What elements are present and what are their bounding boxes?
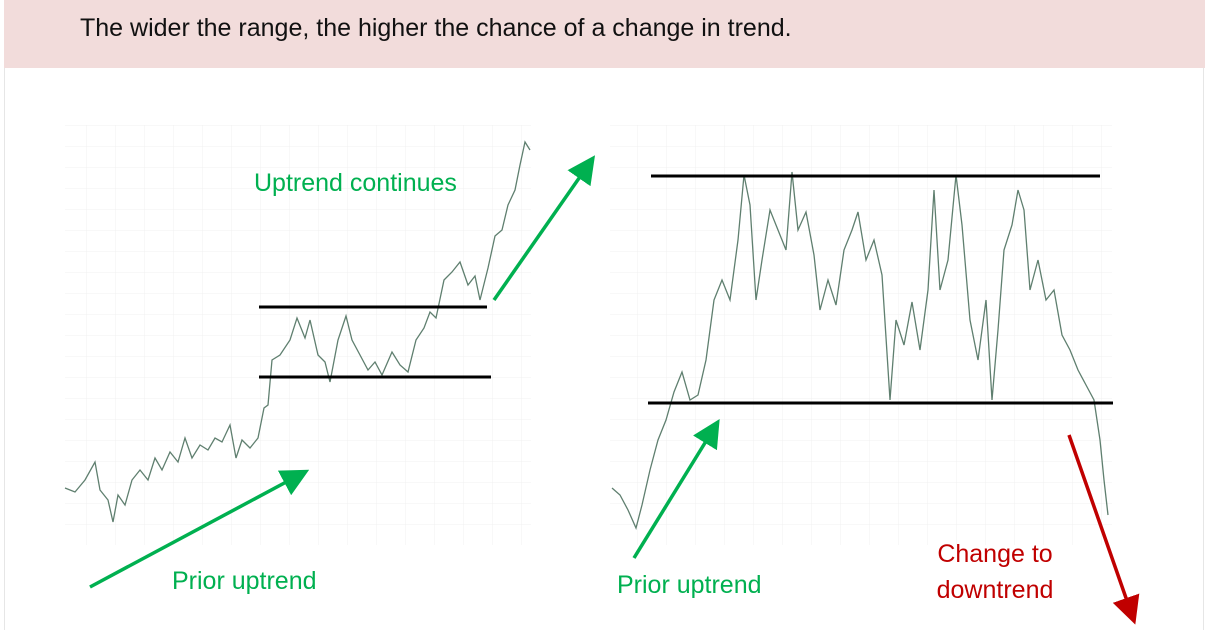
slide-title: The wider the range, the higher the chan… — [80, 14, 792, 42]
annotation: Prior uptrend — [172, 567, 317, 595]
annotation: Uptrend continues — [254, 169, 457, 197]
left-price-path — [64, 140, 531, 523]
trend-arrow — [89, 469, 310, 589]
header-band: The wider the range, the higher the chan… — [4, 0, 1205, 68]
trend-arrow — [492, 155, 596, 302]
annotation: downtrend — [937, 576, 1054, 604]
trend-arrow — [632, 419, 720, 559]
annotation: Prior uptrend — [617, 571, 762, 599]
right-price-path — [611, 171, 1109, 530]
trend-arrow — [1067, 434, 1140, 625]
annotation: Change to — [937, 540, 1052, 568]
right-chart-grid — [610, 125, 1112, 545]
content-frame — [4, 68, 1204, 630]
